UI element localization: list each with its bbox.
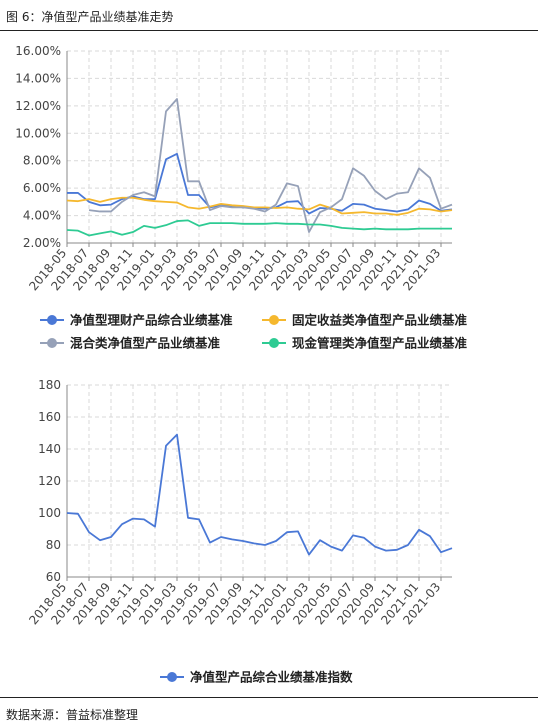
chart-1: 2.00% 4.00% 6.00% 8.00% 10.00% 12.00% 14.00% 16…: [15, 44, 467, 351]
legend-label: 净值型产品综合业绩基准指数: [190, 670, 353, 685]
legend-swatch-dot: [269, 338, 279, 348]
y-tick-label: 4.00%: [23, 209, 61, 223]
series-line-2: [66, 196, 453, 216]
series-line-1: [66, 433, 453, 556]
top-divider: [0, 30, 538, 31]
legend-label: 固定收益类净值型产品业绩基准: [292, 313, 468, 328]
data-source: 数据来源：普益标准整理: [6, 708, 139, 722]
y-tick-label: 100: [38, 506, 61, 520]
y-tick-label: 160: [38, 410, 61, 424]
y-tick-label: 180: [38, 378, 61, 392]
legend-swatch-dot: [47, 338, 57, 348]
y-tick-label: 12.00%: [15, 99, 61, 113]
series-line-3: [88, 98, 453, 233]
y-tick-label: 60: [46, 570, 61, 584]
y-tick-label: 10.00%: [15, 126, 61, 140]
series-line-4: [66, 219, 452, 237]
legend-swatch-dot: [269, 315, 279, 325]
legend-swatch-dot: [47, 315, 57, 325]
y-tick-label: 16.00%: [15, 44, 61, 58]
figure-title: 图 6：净值型产品业绩基准走势: [6, 10, 174, 24]
series-line-1: [67, 152, 453, 215]
y-tick-label: 8.00%: [23, 154, 61, 168]
y-tick-label: 80: [46, 538, 61, 552]
y-tick-label: 14.00%: [15, 71, 61, 85]
legend-label: 现金管理类净值型产品业绩基准: [292, 336, 468, 351]
legend-label: 混合类净值型产品业绩基准: [70, 336, 221, 351]
y-tick-label: 140: [38, 442, 61, 456]
bottom-divider: [0, 697, 538, 698]
legend-swatch-dot: [167, 672, 177, 682]
y-tick-label: 2.00%: [23, 236, 61, 250]
y-tick-label: 120: [38, 474, 61, 488]
legend-label: 净值型理财产品综合业绩基准: [70, 313, 233, 328]
chart-2: 60801001201401601802018-052018-072018-09…: [26, 378, 453, 685]
y-tick-label: 6.00%: [23, 181, 61, 195]
